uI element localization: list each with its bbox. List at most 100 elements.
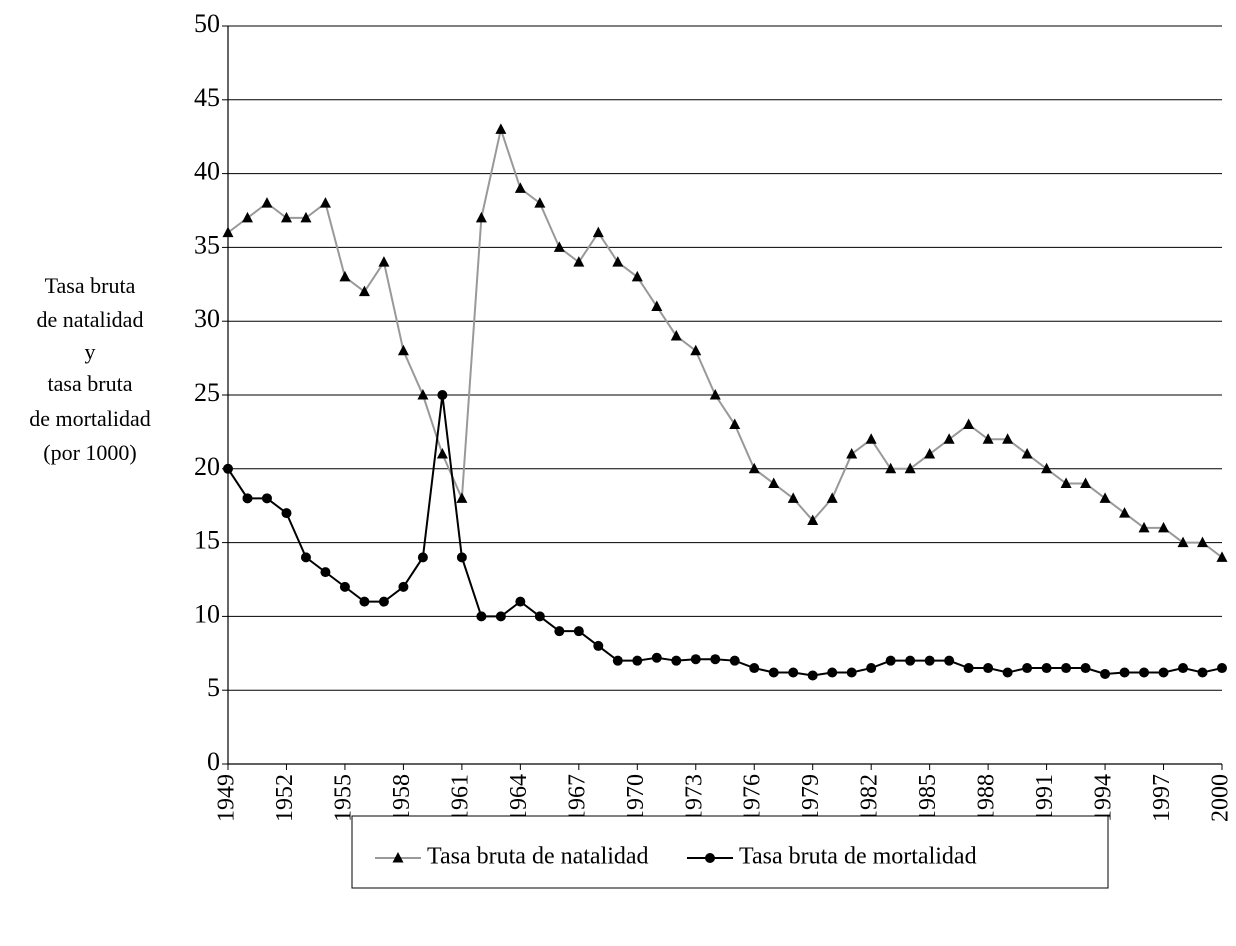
y-tick-label: 30 [194,304,220,333]
marker [632,655,643,666]
y-tick-label: 20 [194,452,220,481]
marker [787,492,799,503]
y-tick-label: 50 [194,9,220,38]
marker [709,389,721,400]
marker [261,197,273,208]
marker [300,211,312,223]
marker [1177,536,1189,548]
x-tick-label: 1955 [330,774,356,822]
marker [690,654,701,665]
marker [241,211,253,223]
marker [631,270,643,282]
marker [417,389,429,400]
y-tick-label: 25 [194,378,220,407]
x-tick-label: 1958 [389,774,415,822]
marker [534,197,546,208]
marker [924,448,936,459]
x-tick-label: 1997 [1149,774,1175,822]
marker [554,626,565,637]
marker [1022,663,1033,674]
marker [392,852,404,863]
marker [768,477,780,489]
marker [788,667,799,678]
x-tick-label: 1985 [915,774,941,822]
y-tick-label: 35 [194,230,220,259]
marker [924,655,935,666]
marker [378,256,390,267]
x-tick-label: 1994 [1091,774,1117,822]
marker [1138,521,1150,533]
marker [944,655,955,666]
marker [398,581,409,592]
marker [748,462,760,474]
legend-label: Tasa bruta de natalidad [427,844,649,870]
marker [982,433,994,444]
marker [378,596,389,607]
x-tick-label: 1982 [857,774,883,822]
marker [1217,663,1227,674]
marker [885,655,896,666]
marker [729,418,741,430]
marker [1119,507,1131,518]
series-line [227,394,1223,677]
marker [1060,477,1072,489]
marker [223,463,233,474]
marker [1021,448,1033,459]
legend-box [351,815,1109,889]
marker [495,611,506,622]
marker [963,418,975,430]
x-tick-label: 1964 [506,774,532,822]
marker [1061,663,1072,674]
marker [846,667,857,678]
y-axis-title: de mortalidad [29,406,151,431]
x-tick-label: 1991 [1032,774,1058,822]
marker [475,211,487,223]
marker [612,655,623,666]
marker [866,663,877,674]
y-tick-label: 5 [207,673,220,702]
marker [1197,667,1208,678]
marker [1139,667,1150,678]
marker [885,462,897,474]
y-tick-label: 10 [194,599,220,628]
marker [807,670,818,681]
marker [904,462,916,474]
marker [515,596,526,607]
marker [963,663,974,674]
marker [807,514,819,525]
x-tick-label: 1976 [740,774,766,822]
marker [690,344,702,356]
marker [436,448,448,459]
marker [671,655,682,666]
series-line [227,125,1223,559]
marker [1002,667,1013,678]
y-axis-title: Tasa bruta [45,273,136,298]
marker [865,433,877,444]
marker [943,433,955,444]
x-tick-label: 1967 [564,774,590,822]
x-tick-label: 1988 [974,774,1000,822]
marker [1041,462,1053,474]
marker [437,390,448,400]
marker [1197,536,1209,548]
x-tick-label: 1970 [623,774,649,822]
marker [300,552,311,563]
legend-label: Tasa bruta de mortalidad [739,844,977,870]
marker [573,626,584,637]
marker [1099,492,1111,503]
x-tick-label: 1961 [447,774,473,822]
x-tick-label: 1952 [272,774,298,822]
marker [749,663,760,674]
marker [651,300,663,311]
x-tick-label: 1979 [798,774,824,822]
marker [319,197,331,208]
y-axis-title: y [85,339,96,364]
marker [359,596,370,607]
x-tick-label: 1949 [214,774,240,822]
marker [320,567,331,578]
y-axis-title: (por 1000) [43,440,136,465]
marker [1041,663,1052,674]
marker [710,654,721,665]
x-tick-label: 1973 [681,774,707,822]
